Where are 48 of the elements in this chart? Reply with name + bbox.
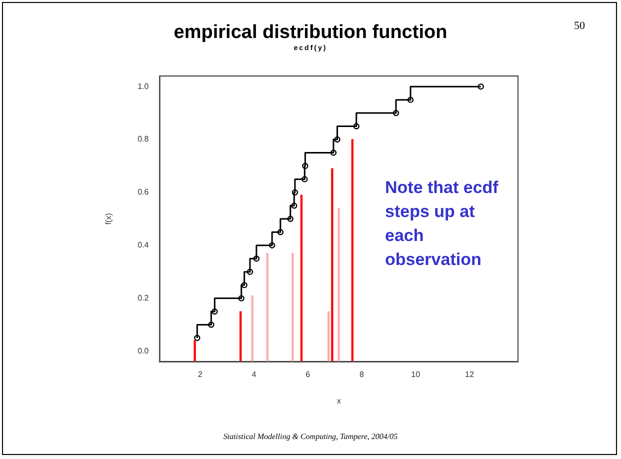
point <box>287 216 294 222</box>
point <box>302 162 308 170</box>
point <box>292 189 298 196</box>
annotation: Note that ecdf steps up at each observation <box>385 177 500 271</box>
bar <box>266 252 268 362</box>
point <box>302 176 308 182</box>
bar <box>300 194 303 362</box>
point <box>334 136 340 143</box>
point <box>291 202 298 209</box>
chart-title: empirical distribution function <box>174 22 448 43</box>
y-tick-label: 0.8 <box>138 134 150 144</box>
point <box>277 229 284 236</box>
point <box>407 96 414 103</box>
bar <box>338 208 340 362</box>
text: 50 <box>574 20 585 32</box>
bar <box>292 252 294 362</box>
bar <box>331 168 334 362</box>
point <box>212 308 218 315</box>
y-tick-label: 0.6 <box>138 188 150 197</box>
text: Statistical Modelling & Computing, Tampere, 2004/05 <box>222 432 399 441</box>
x-tick-label: 8 <box>360 370 365 379</box>
x-tick-label: 10 <box>411 370 421 379</box>
point <box>238 295 244 302</box>
x-axis-title: x <box>336 396 341 406</box>
y-tick-label: 0.4 <box>138 240 150 250</box>
y-tick-label: 0.2 <box>138 293 150 302</box>
x-tick-label: 6 <box>306 370 311 379</box>
point <box>208 322 214 328</box>
y-tick-label: 1.0 <box>138 82 150 91</box>
point <box>253 255 260 262</box>
point <box>194 334 200 342</box>
point <box>268 242 276 248</box>
bar <box>194 340 196 362</box>
bar <box>251 295 254 362</box>
bar <box>327 311 330 362</box>
x-tick-label: 2 <box>198 370 203 379</box>
point <box>353 123 360 130</box>
point <box>392 110 400 116</box>
point <box>241 282 248 288</box>
y-axis-title: f(x) <box>104 212 114 225</box>
point <box>330 150 337 156</box>
point <box>246 268 254 275</box>
y-tick-label: 0.0 <box>138 346 150 356</box>
point <box>478 83 484 90</box>
bar <box>240 311 242 362</box>
x-tick-label: 4 <box>252 370 257 379</box>
bar <box>351 139 354 362</box>
x-tick-label: 12 <box>465 370 475 379</box>
